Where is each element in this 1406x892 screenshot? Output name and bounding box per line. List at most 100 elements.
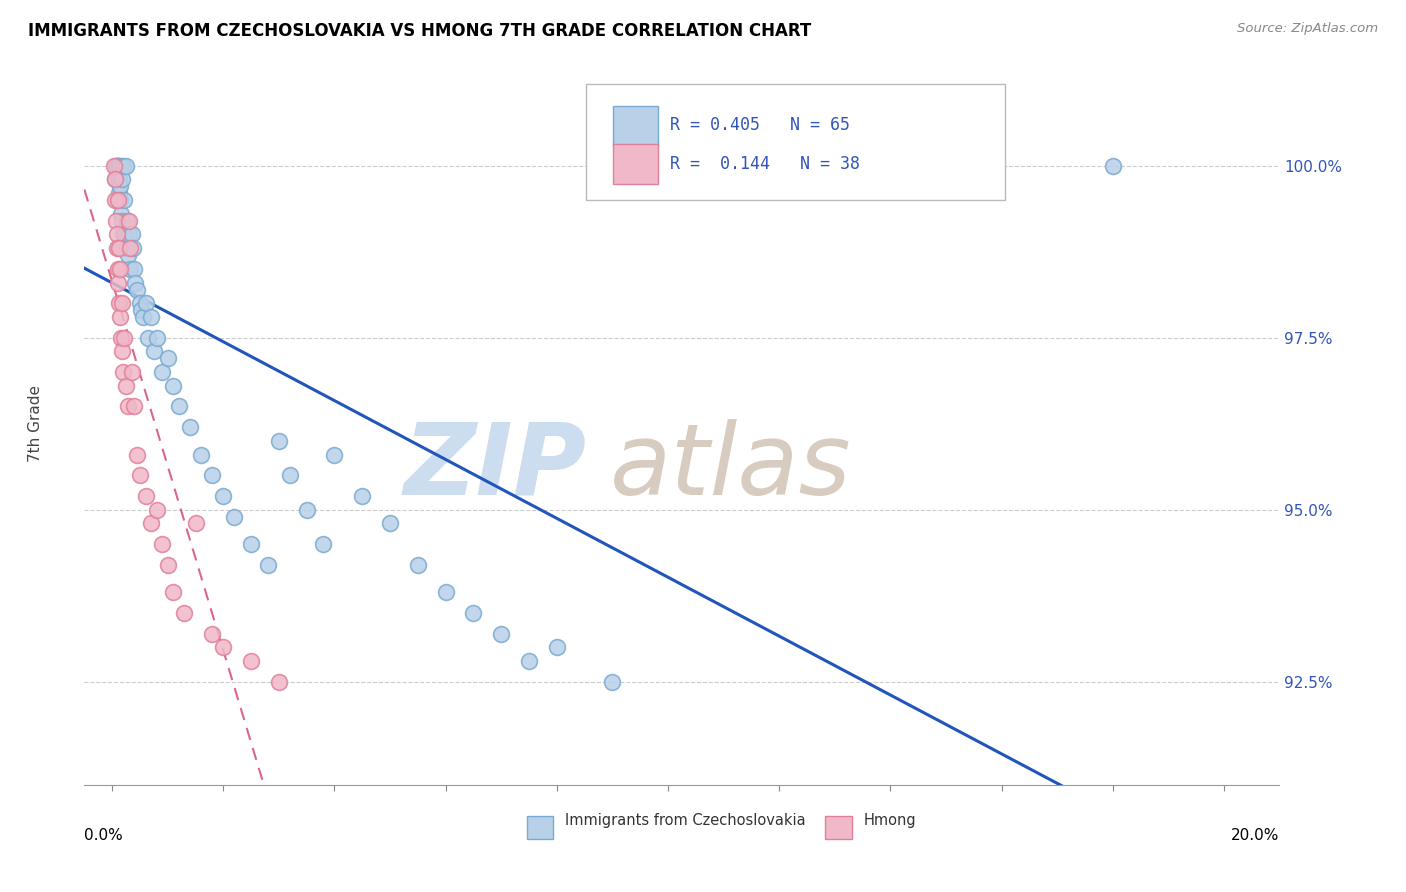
Point [546,640,568,655]
Point [108,261,131,276]
Point [110,159,132,173]
Point [602,674,624,689]
Point [323,448,346,462]
Point [110,172,132,186]
Text: ZIP: ZIP [404,418,586,516]
Point [105,241,128,255]
Point [112,159,135,173]
Point [127,448,149,462]
Point [434,585,457,599]
Point [110,331,132,345]
Point [108,159,131,173]
Point [110,310,132,324]
Point [201,468,224,483]
Text: atlas: atlas [610,418,852,516]
Text: R =  0.144   N = 38: R = 0.144 N = 38 [671,154,860,172]
Point [122,241,145,255]
Bar [613,145,658,184]
Point [121,227,143,242]
Point [162,379,184,393]
Bar [527,816,553,839]
Text: 20.0%: 20.0% [1232,829,1279,843]
Point [118,261,141,276]
Point [108,179,131,194]
Point [127,283,149,297]
Point [115,241,138,255]
Bar [825,816,852,839]
Point [115,213,138,227]
Point [179,420,201,434]
Point [107,193,129,207]
Point [240,654,263,668]
FancyBboxPatch shape [586,84,1005,200]
Point [156,558,179,572]
Point [118,241,141,255]
Point [224,509,246,524]
Text: Source: ZipAtlas.com: Source: ZipAtlas.com [1237,22,1378,36]
Point [1101,159,1123,173]
Point [212,640,235,655]
Point [117,248,139,262]
Point [463,606,485,620]
Point [278,468,301,483]
Point [124,261,146,276]
Point [142,344,165,359]
Text: R = 0.405   N = 65: R = 0.405 N = 65 [671,116,851,135]
Point [267,434,290,448]
Point [190,448,212,462]
Point [150,537,173,551]
Point [184,516,207,531]
Point [139,516,162,531]
Point [104,172,127,186]
Point [105,227,128,242]
Point [108,172,131,186]
Point [111,213,134,227]
Point [118,227,141,242]
Point [212,489,235,503]
Point [256,558,278,572]
Point [145,331,167,345]
Point [115,379,138,393]
Point [139,310,162,324]
Point [114,227,136,242]
Point [129,303,152,318]
Point [352,489,374,503]
Point [517,654,540,668]
Point [105,213,128,227]
Point [134,296,156,310]
Point [111,344,134,359]
Point [118,213,141,227]
Point [406,558,429,572]
Point [110,207,132,221]
Point [124,400,146,414]
Point [105,159,128,173]
Text: IMMIGRANTS FROM CZECHOSLOVAKIA VS HMONG 7TH GRADE CORRELATION CHART: IMMIGRANTS FROM CZECHOSLOVAKIA VS HMONG … [28,22,811,40]
Point [156,351,179,366]
Point [167,400,190,414]
Text: Hmong: Hmong [863,813,917,828]
Bar [613,106,658,145]
Point [105,159,128,173]
Point [129,296,152,310]
Point [108,296,131,310]
Point [491,626,513,640]
Point [201,626,224,640]
Text: Immigrants from Czechoslovakia: Immigrants from Czechoslovakia [565,813,806,828]
Point [129,468,152,483]
Point [112,227,135,242]
Point [295,502,318,516]
Point [112,331,135,345]
Point [104,172,127,186]
Point [107,261,129,276]
Point [173,606,195,620]
Point [107,159,129,173]
Point [312,537,335,551]
Point [108,241,131,255]
Point [124,276,146,290]
Point [104,193,127,207]
Point [117,400,139,414]
Point [112,193,135,207]
Point [110,296,132,310]
Text: 0.0%: 0.0% [84,829,124,843]
Point [110,193,132,207]
